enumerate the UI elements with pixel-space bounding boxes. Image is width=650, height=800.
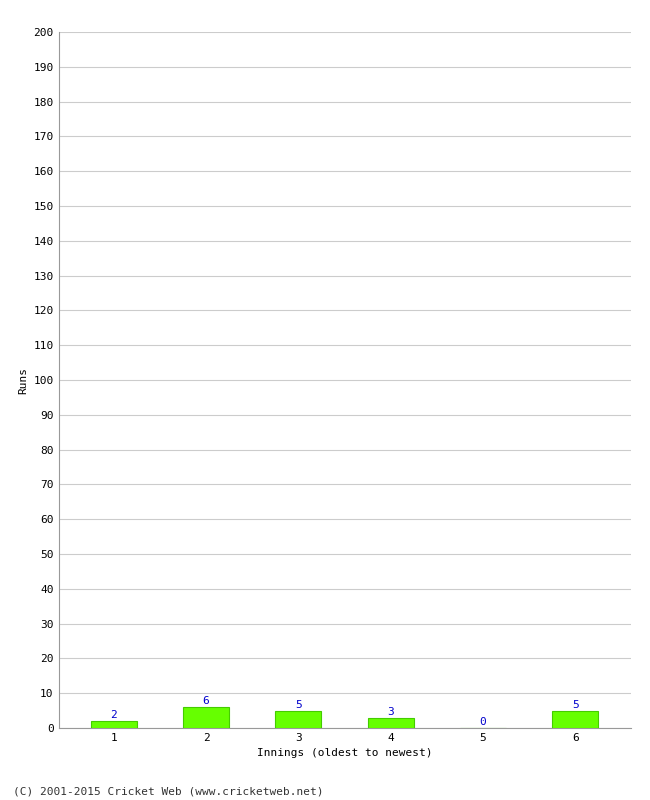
Text: 0: 0 <box>480 717 486 727</box>
Text: (C) 2001-2015 Cricket Web (www.cricketweb.net): (C) 2001-2015 Cricket Web (www.cricketwe… <box>13 786 324 796</box>
Bar <box>276 710 322 728</box>
Bar <box>552 710 598 728</box>
Text: 5: 5 <box>572 699 578 710</box>
Text: 6: 6 <box>203 696 209 706</box>
Bar <box>91 721 137 728</box>
Bar <box>183 707 229 728</box>
Bar <box>367 718 413 728</box>
Text: 3: 3 <box>387 706 394 717</box>
Text: 5: 5 <box>295 699 302 710</box>
X-axis label: Innings (oldest to newest): Innings (oldest to newest) <box>257 749 432 758</box>
Y-axis label: Runs: Runs <box>18 366 28 394</box>
Text: 2: 2 <box>111 710 117 720</box>
